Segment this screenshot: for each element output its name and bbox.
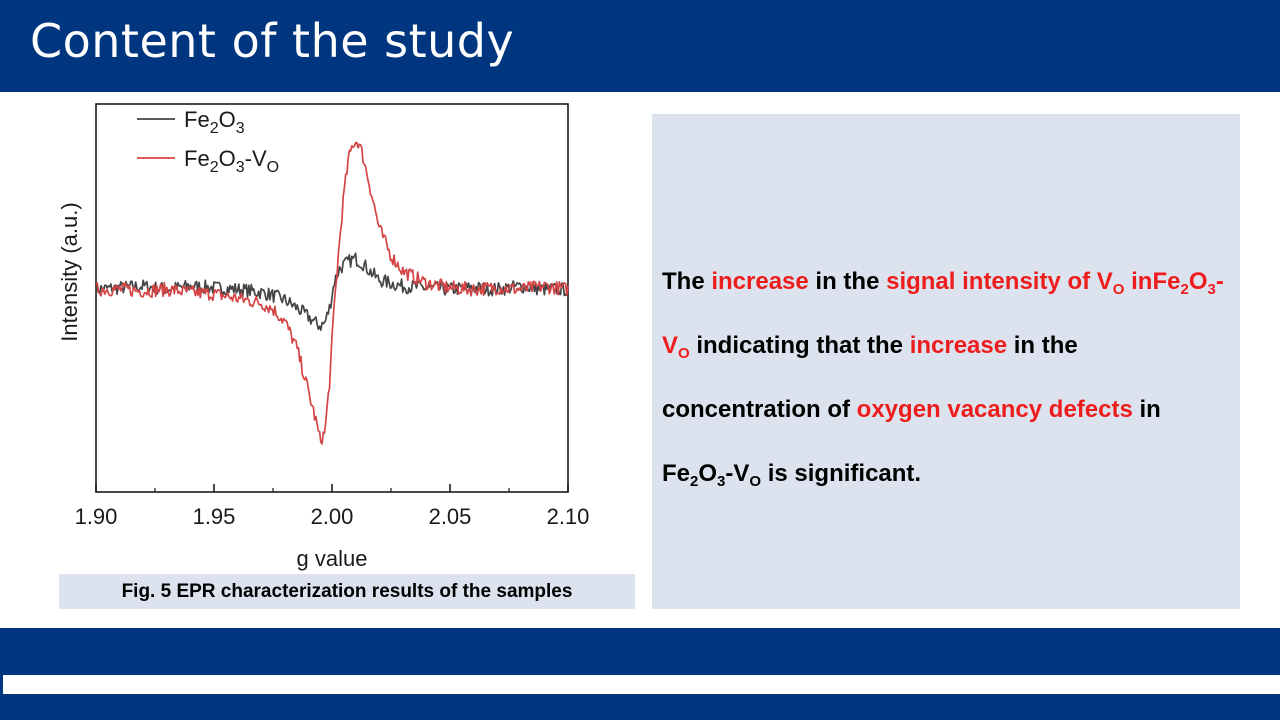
series-line-fe2o3-vo bbox=[95, 141, 569, 445]
text-segment: O bbox=[749, 473, 762, 490]
text-segment: -V bbox=[662, 268, 1224, 359]
text-segment: O bbox=[1188, 268, 1208, 295]
footer-band bbox=[0, 628, 1280, 675]
text-segment: 2 bbox=[1180, 281, 1189, 298]
text-panel: The increase in the signal intensity of … bbox=[652, 114, 1240, 609]
text-segment: 2 bbox=[690, 473, 699, 490]
text-segment: in bbox=[1124, 268, 1153, 295]
y-axis-label: Intensity (a.u.) bbox=[57, 202, 82, 341]
x-tick-label: 1.95 bbox=[193, 504, 236, 529]
series-lines bbox=[95, 141, 569, 445]
legend-label: Fe2O3-VO bbox=[184, 146, 279, 176]
text-segment: increase bbox=[909, 332, 1008, 359]
conclusion-paragraph: The increase in the signal intensity of … bbox=[662, 250, 1232, 506]
text-segment: in the concentration of bbox=[662, 332, 1078, 423]
epr-chart: 1.90 1.95 2.00 2.05 2.10 g value Intensity (… bbox=[57, 103, 590, 571]
legend: Fe2O3 Fe2O3-VO bbox=[137, 107, 279, 176]
legend-label: Fe2O3 bbox=[184, 107, 245, 137]
text-segment: in Fe bbox=[662, 396, 1161, 487]
text-segment: O bbox=[1112, 281, 1125, 298]
x-axis-label: g value bbox=[297, 546, 368, 571]
text-segment: indicating that the bbox=[689, 332, 910, 359]
figure-caption: Fig. 5 EPR characterization results of t… bbox=[121, 580, 573, 602]
text-segment: Fe bbox=[1152, 268, 1181, 295]
text-segment: oxygen vacancy defects bbox=[856, 396, 1133, 423]
x-tick-label: 1.90 bbox=[75, 504, 118, 529]
x-axis-ticks: 1.90 1.95 2.00 2.05 2.10 bbox=[75, 484, 590, 529]
figure-caption-box: Fig. 5 EPR characterization results of t… bbox=[59, 574, 635, 609]
text-segment: 3 bbox=[1207, 281, 1216, 298]
x-tick-label: 2.10 bbox=[547, 504, 590, 529]
footer-band-bottom bbox=[0, 694, 1280, 720]
x-tick-label: 2.05 bbox=[429, 504, 472, 529]
text-segment: -V bbox=[725, 460, 750, 487]
text-segment: 3 bbox=[717, 473, 726, 490]
slide-title: Content of the study bbox=[30, 14, 515, 68]
text-segment: increase bbox=[711, 268, 809, 295]
footer-stripe bbox=[0, 675, 1280, 694]
text-segment: signal intensity of V bbox=[886, 268, 1113, 295]
text-segment: O bbox=[698, 460, 718, 487]
x-tick-label: 2.00 bbox=[311, 504, 354, 529]
text-segment: O bbox=[678, 345, 690, 362]
text-segment: The bbox=[662, 268, 712, 295]
text-segment: in the bbox=[808, 268, 887, 295]
title-bar: Content of the study bbox=[0, 0, 1280, 92]
text-segment: is significant. bbox=[761, 460, 922, 487]
